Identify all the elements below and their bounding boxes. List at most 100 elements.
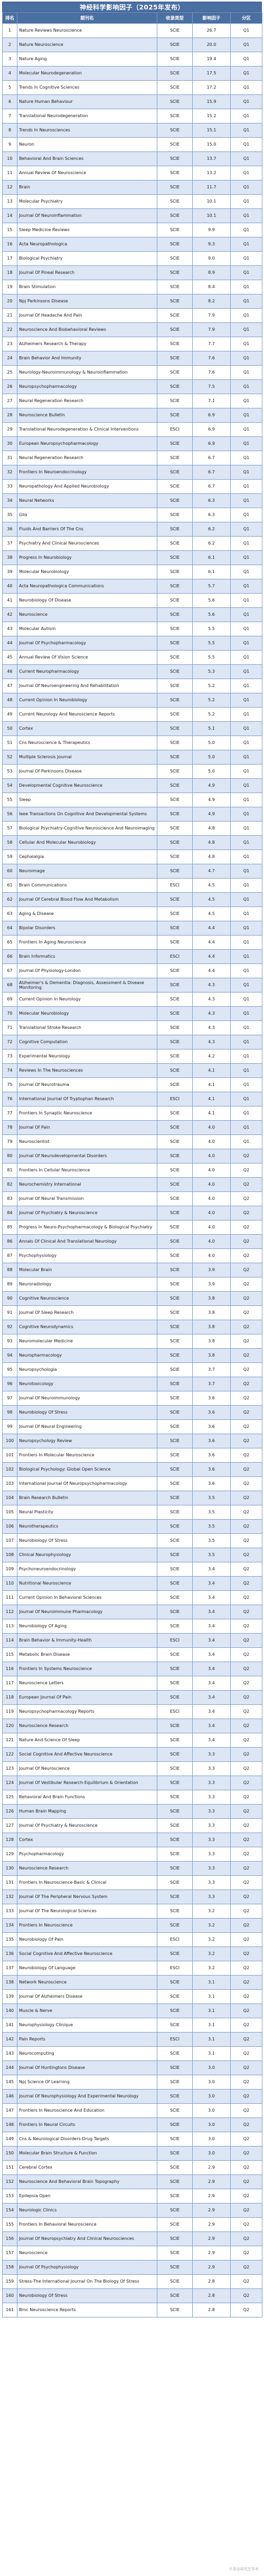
cell-index-type: SCIE bbox=[157, 379, 193, 394]
cell-quartile: Q1 bbox=[230, 707, 262, 722]
cell-index-type: SCIE bbox=[157, 1391, 193, 1406]
cell-journal-name: Neuroscience And Biobehavioral Reviews bbox=[17, 322, 157, 337]
table-row: 26 Neuropsychopharmacology SCIE 7.5 Q1 bbox=[2, 379, 262, 394]
cell-index-type: SCIE bbox=[157, 622, 193, 636]
cell-journal-name: European Neuropsychopharmacology bbox=[17, 436, 157, 451]
cell-quartile: Q1 bbox=[230, 750, 262, 765]
cell-index-type: SCIE bbox=[157, 166, 193, 180]
cell-impact-factor: 15.0 bbox=[192, 137, 231, 152]
cell-rank: 120 bbox=[2, 1719, 17, 1733]
table-row: 85 Progress In Neuro-Psychopharmacology &… bbox=[2, 1220, 262, 1235]
table-row: 8 Trends In Neurosciences SCIE 15.1 Q1 bbox=[2, 123, 262, 138]
cell-rank: 63 bbox=[2, 907, 17, 921]
cell-rank: 22 bbox=[2, 322, 17, 337]
cell-journal-name: Neurobiology Of Disease bbox=[17, 593, 157, 608]
cell-index-type: SCIE bbox=[157, 1277, 193, 1292]
cell-index-type: SCIE bbox=[157, 2089, 193, 2104]
cell-impact-factor: 4.8 bbox=[192, 821, 231, 836]
cell-impact-factor: 3.5 bbox=[192, 1519, 231, 1534]
cell-journal-name: Neuroscience bbox=[17, 607, 157, 622]
cell-rank: 73 bbox=[2, 1049, 17, 1064]
cell-rank: 114 bbox=[2, 1633, 17, 1648]
cell-journal-name: Neurophysiology Clinique bbox=[17, 2018, 157, 2033]
cell-quartile: Q1 bbox=[230, 166, 262, 180]
cell-index-type: ESCI bbox=[157, 422, 193, 437]
journal-table: 排名 期刊名 收录类型 影响因子 分区 1 Nature Reviews Neur… bbox=[2, 12, 262, 2317]
cell-rank: 4 bbox=[2, 66, 17, 81]
table-row: 111 Current Opinion In Behavioral Science… bbox=[2, 1590, 262, 1605]
cell-quartile: Q2 bbox=[230, 2089, 262, 2104]
cell-quartile: Q1 bbox=[230, 764, 262, 779]
header-index-type: 收录类型 bbox=[157, 12, 193, 24]
table-row: 150 Molecular Brain Structure & Function S… bbox=[2, 2146, 262, 2161]
table-row: 149 Cns & Neurological Disorders-Drug Tar… bbox=[2, 2132, 262, 2146]
cell-rank: 51 bbox=[2, 736, 17, 750]
cell-journal-name: Frontiers In Neuroendocrinology bbox=[17, 465, 157, 480]
header-journal-name: 期刊名 bbox=[17, 12, 157, 24]
cell-index-type: SCIE bbox=[157, 750, 193, 765]
cell-impact-factor: 3.1 bbox=[192, 2032, 231, 2047]
table-row: 48 Current Opinion In Neurobiology SCIE 5.2… bbox=[2, 693, 262, 708]
table-row: 94 Neuropharmacology SCIE 3.8 Q2 bbox=[2, 1348, 262, 1363]
cell-index-type: SCIE bbox=[157, 892, 193, 907]
table-row: 3 Nature Aging SCIE 19.4 Q1 bbox=[2, 52, 262, 66]
cell-journal-name: Alzheimers Research & Therapy bbox=[17, 337, 157, 351]
cell-impact-factor: 2.9 bbox=[192, 2217, 231, 2232]
cell-impact-factor: 3.2 bbox=[192, 1904, 231, 1919]
cell-quartile: Q2 bbox=[230, 2117, 262, 2132]
cell-rank: 156 bbox=[2, 2231, 17, 2246]
cell-quartile: Q2 bbox=[230, 2303, 262, 2317]
cell-impact-factor: 3.6 bbox=[192, 1405, 231, 1420]
cell-quartile: Q2 bbox=[230, 1733, 262, 1748]
cell-quartile: Q2 bbox=[230, 2203, 262, 2218]
cell-index-type: SCIE bbox=[157, 850, 193, 864]
cell-quartile: Q2 bbox=[230, 2018, 262, 2033]
cell-journal-name: Translational Stroke Research bbox=[17, 1020, 157, 1035]
cell-journal-name: Cortex bbox=[17, 721, 157, 736]
table-row: 109 Psychoneuroendocrinology SCIE 3.4 Q2 bbox=[2, 1562, 262, 1577]
cell-quartile: Q2 bbox=[230, 2046, 262, 2061]
cell-quartile: Q1 bbox=[230, 992, 262, 1007]
table-row: 142 Pain Reports ESCI 3.1 Q2 bbox=[2, 2032, 262, 2047]
cell-quartile: Q2 bbox=[230, 1448, 262, 1463]
cell-journal-name: Reviews In The Neurosciences bbox=[17, 1063, 157, 1078]
cell-journal-name: International Journal Of Tryptophan Rese… bbox=[17, 1092, 157, 1106]
table-row: 59 Cephalalgia SCIE 4.8 Q1 bbox=[2, 850, 262, 864]
cell-rank: 17 bbox=[2, 251, 17, 266]
cell-journal-name: Journal Of Neurophysiology And Experimen… bbox=[17, 2089, 157, 2104]
cell-rank: 93 bbox=[2, 1334, 17, 1349]
cell-index-type: SCIE bbox=[157, 308, 193, 323]
table-row: 157 Neuroscience SCIE 2.9 Q2 bbox=[2, 2246, 262, 2260]
cell-journal-name: Journal Of Physiology-London bbox=[17, 963, 157, 978]
cell-index-type: SCIE bbox=[157, 408, 193, 423]
cell-journal-name: Neuroradiology bbox=[17, 1277, 157, 1292]
cell-rank: 130 bbox=[2, 1861, 17, 1876]
cell-impact-factor: 6.2 bbox=[192, 522, 231, 537]
cell-quartile: Q1 bbox=[230, 23, 262, 38]
table-row: 121 Nature And Science Of Sleep SCIE 3.4 Q2 bbox=[2, 1733, 262, 1748]
cell-index-type: SCIE bbox=[157, 151, 193, 166]
cell-quartile: Q1 bbox=[230, 151, 262, 166]
watermark: 头条@研究生学术 bbox=[229, 2567, 259, 2571]
table-row: 15 Sleep Medicine Reviews SCIE 9.9 Q1 bbox=[2, 223, 262, 237]
cell-index-type: SCIE bbox=[157, 1947, 193, 1961]
cell-index-type: SCIE bbox=[157, 365, 193, 380]
cell-index-type: SCIE bbox=[157, 1804, 193, 1819]
table-row: 148 Frontiers In Neural Circuits SCIE 3.0 Q2 bbox=[2, 2117, 262, 2132]
cell-impact-factor: 4.7 bbox=[192, 864, 231, 879]
cell-rank: 18 bbox=[2, 265, 17, 280]
cell-rank: 56 bbox=[2, 807, 17, 822]
cell-index-type: SCIE bbox=[157, 1590, 193, 1605]
cell-quartile: Q2 bbox=[230, 2032, 262, 2047]
cell-quartile: Q2 bbox=[230, 1220, 262, 1235]
cell-index-type: SCIE bbox=[157, 322, 193, 337]
cell-rank: 143 bbox=[2, 2046, 17, 2061]
cell-impact-factor: 6.1 bbox=[192, 550, 231, 565]
cell-index-type: SCIE bbox=[157, 1662, 193, 1676]
cell-impact-factor: 3.9 bbox=[192, 1263, 231, 1277]
table-row: 141 Neurophysiology Clinique SCIE 3.1 Q2 bbox=[2, 2018, 262, 2033]
cell-index-type: SCIE bbox=[157, 1334, 193, 1349]
table-row: 114 Brain Behavior & Immunity-Health ESCI 3… bbox=[2, 1633, 262, 1648]
cell-rank: 16 bbox=[2, 237, 17, 252]
table-row: 40 Acta Neuropathologica Communications SC… bbox=[2, 579, 262, 594]
